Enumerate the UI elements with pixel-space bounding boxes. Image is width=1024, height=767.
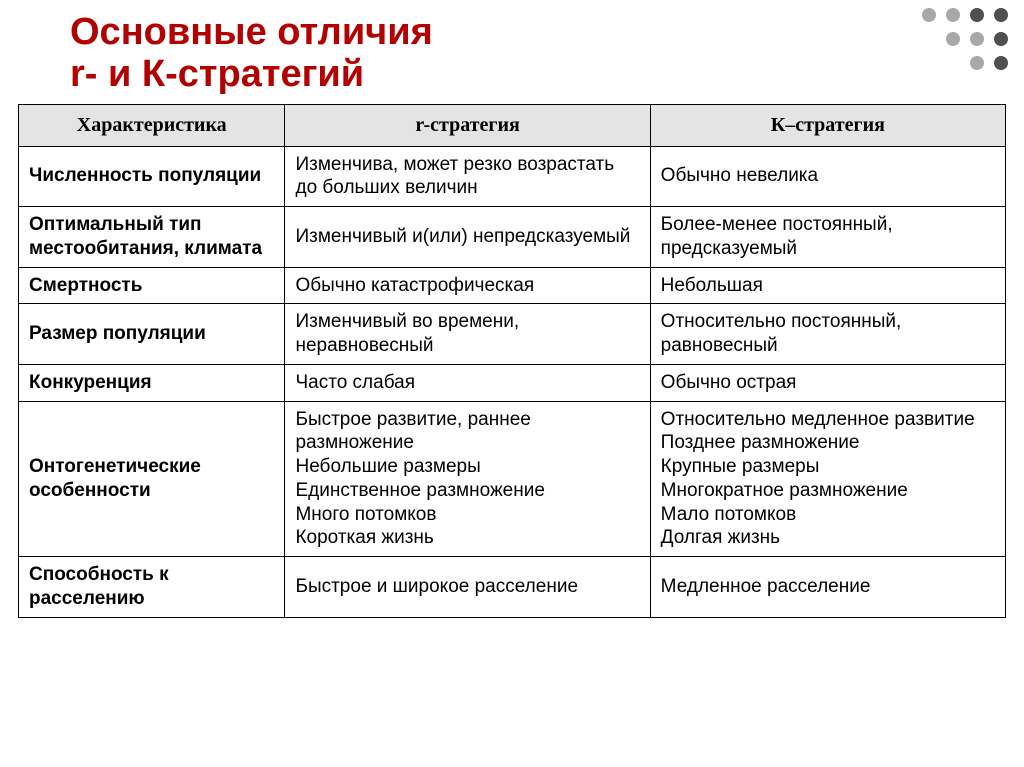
title-text: Основные отличия r- и К-стратегий bbox=[70, 12, 1024, 96]
row-label: Конкуренция bbox=[19, 364, 285, 401]
table-row: Смертность Обычно катастрофическая Небол… bbox=[19, 267, 1006, 304]
row-label: Способность к расселению bbox=[19, 557, 285, 618]
cell-r: Обычно катастрофическая bbox=[285, 267, 650, 304]
row-label: Численность популяции bbox=[19, 146, 285, 207]
cell-k: Обычно острая bbox=[650, 364, 1005, 401]
table-row: Численность популяции Изменчива, может р… bbox=[19, 146, 1006, 207]
cell-k: Относительно медленное развитиеПозднее р… bbox=[650, 401, 1005, 557]
cell-k: Более-менее постоянный, предсказуемый bbox=[650, 207, 1005, 268]
cell-k: Обычно невелика bbox=[650, 146, 1005, 207]
cell-r: Изменчива, может резко возрастать до бол… bbox=[285, 146, 650, 207]
cell-r: Часто слабая bbox=[285, 364, 650, 401]
header-characteristic: Характеристика bbox=[19, 104, 285, 146]
table-row: Конкуренция Часто слабая Обычно острая bbox=[19, 364, 1006, 401]
cell-k: Относительно постоянный, равновесный bbox=[650, 304, 1005, 365]
row-label: Размер популяции bbox=[19, 304, 285, 365]
slide-title: Основные отличия r- и К-стратегий bbox=[0, 0, 1024, 104]
header-r-strategy: r-стратегия bbox=[285, 104, 650, 146]
table-body: Численность популяции Изменчива, может р… bbox=[19, 146, 1006, 617]
table-row: Размер популяции Изменчивый во времени, … bbox=[19, 304, 1006, 365]
comparison-table: Характеристика r-стратегия К–стратегия Ч… bbox=[18, 104, 1006, 618]
table-row: Способность к расселению Быстрое и широк… bbox=[19, 557, 1006, 618]
cell-r: Изменчивый во времени, неравновесный bbox=[285, 304, 650, 365]
cell-r: Быстрое и широкое расселение bbox=[285, 557, 650, 618]
comparison-table-wrap: Характеристика r-стратегия К–стратегия Ч… bbox=[0, 104, 1024, 618]
header-k-strategy: К–стратегия bbox=[650, 104, 1005, 146]
table-row: Онтогенетические особенности Быстрое раз… bbox=[19, 401, 1006, 557]
table-row: Оптимальный тип местообитания, климата И… bbox=[19, 207, 1006, 268]
cell-k: Небольшая bbox=[650, 267, 1005, 304]
table-header-row: Характеристика r-стратегия К–стратегия bbox=[19, 104, 1006, 146]
row-label: Оптимальный тип местообитания, климата bbox=[19, 207, 285, 268]
decorative-dots bbox=[922, 8, 1012, 74]
cell-r: Изменчивый и(или) непредсказуемый bbox=[285, 207, 650, 268]
cell-r: Быстрое развитие, раннее размножениеНебо… bbox=[285, 401, 650, 557]
title-line1: Основные отличия bbox=[70, 11, 433, 53]
title-line2: r- и К-стратегий bbox=[70, 53, 364, 95]
row-label: Онтогенетические особенности bbox=[19, 401, 285, 557]
cell-k: Медленное расселение bbox=[650, 557, 1005, 618]
row-label: Смертность bbox=[19, 267, 285, 304]
